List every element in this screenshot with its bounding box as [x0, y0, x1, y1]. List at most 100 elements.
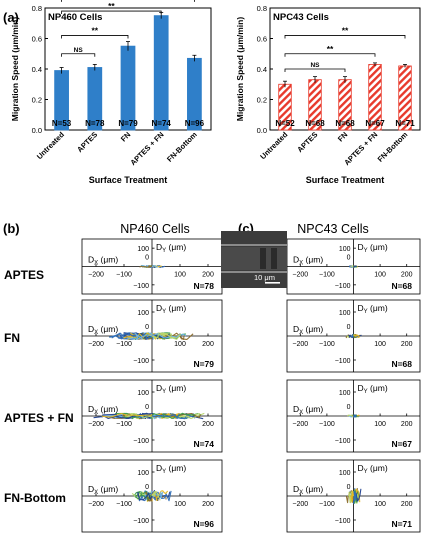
x-tick-label: −100	[319, 501, 335, 508]
y-tick-label: −100	[133, 438, 149, 445]
bar-chart-np460: 0.0 0.2 0.4 0.6 0.8 Migration Speed (μm/min) N…	[10, 0, 212, 185]
n-label: N=68	[391, 281, 412, 291]
n-label: N=78	[193, 281, 214, 291]
x-tick-label: −200	[88, 341, 104, 348]
row-label: APTES	[4, 268, 44, 282]
n-label: N=68	[335, 119, 355, 128]
significance-bracket	[284, 68, 346, 72]
x-tick-label: −100	[319, 341, 335, 348]
chart-title: NP460 Cells	[48, 12, 102, 23]
n-label: N=67	[365, 119, 385, 128]
x-tick-label: −200	[88, 501, 104, 508]
x-axis-label: Surface Treatment	[89, 175, 168, 185]
trajectory-line	[151, 491, 161, 501]
trajectory-line	[151, 265, 159, 268]
y-tick-label: −100	[335, 358, 351, 365]
n-label: N=96	[193, 519, 214, 529]
x-tick-label: −100	[116, 421, 132, 428]
trajectory-line	[352, 414, 357, 418]
bar	[153, 15, 169, 131]
significance-bracket	[61, 10, 162, 15]
y-tick-label: 100	[137, 390, 149, 397]
x-tick-label: −100	[116, 501, 132, 508]
x-tick-label: 100	[174, 272, 186, 279]
y-tick-label: 0	[145, 484, 149, 491]
n-label: N=68	[305, 119, 325, 128]
y-tick-label: −100	[335, 518, 351, 525]
trajectory-line	[139, 265, 153, 268]
y-tick-label: 100	[339, 310, 351, 317]
y-tick-label: 0.0	[32, 126, 42, 135]
trajectory-line	[151, 490, 169, 501]
trajectory-line	[347, 414, 354, 418]
significance-bracket	[61, 53, 96, 57]
n-label: N=71	[391, 519, 412, 529]
significance-label: NS	[310, 62, 320, 69]
y-tick-label: −100	[335, 283, 351, 290]
x-tick-label: FN	[119, 130, 132, 143]
trajectory-line	[352, 490, 357, 502]
n-label: N=96	[185, 119, 205, 128]
n-label: N=52	[275, 119, 295, 128]
trajectory-line	[101, 412, 153, 418]
x-tick-label: 200	[401, 272, 413, 279]
y-tick-label: −100	[133, 518, 149, 525]
n-label: N=67	[391, 439, 412, 449]
x-tick-label: 100	[374, 421, 386, 428]
n-label: N=53	[52, 119, 72, 128]
y-tick-label: −100	[133, 283, 149, 290]
chart-title: NPC43 Cells	[273, 12, 329, 23]
x-tick-label: −100	[319, 272, 335, 279]
y-tick-label: 0.6	[32, 35, 42, 44]
y-tick-label: 0	[347, 484, 351, 491]
trajectory-line	[353, 265, 357, 268]
y-tick-label: 0.8	[32, 4, 42, 13]
n-label: N=68	[391, 359, 412, 369]
y-tick-label: 0.4	[32, 65, 42, 74]
y-tick-label: −100	[335, 438, 351, 445]
x-tick-label: 200	[401, 341, 413, 348]
y-axis-label: Migration Speed (μm/min)	[10, 17, 20, 122]
x-tick-label: −200	[292, 501, 308, 508]
x-tick-label: 100	[174, 501, 186, 508]
x-tick-label: −100	[319, 421, 335, 428]
trajectory-line	[126, 332, 153, 340]
significance-bracket	[61, 35, 129, 39]
y-tick-label: 0	[145, 255, 149, 262]
x-tick-label: 200	[401, 421, 413, 428]
significance-label: **	[108, 1, 115, 11]
x-tick-label: −200	[88, 421, 104, 428]
y-tick-label: 0.0	[257, 126, 267, 135]
x-tick-label: 100	[174, 341, 186, 348]
significance-label: **	[91, 25, 98, 35]
x-tick-label: −200	[292, 272, 308, 279]
n-label: N=79	[118, 119, 138, 128]
trajectory-line	[109, 332, 153, 340]
microscopy-inset: 10 μm	[221, 231, 287, 288]
x-tick-label: −100	[116, 341, 132, 348]
x-tick-label: 200	[202, 501, 214, 508]
trajectory-line	[151, 413, 180, 419]
x-tick-label: FN	[336, 130, 349, 143]
significance-label: **	[342, 25, 349, 35]
bar-chart-npc43: 0.0 0.2 0.4 0.6 0.8 Migration Speed (μm/min) N…	[235, 4, 421, 185]
y-tick-label: 100	[137, 470, 149, 477]
significance-bracket	[284, 35, 406, 39]
trajectory-line	[151, 412, 195, 419]
x-axis-label: Surface Treatment	[306, 175, 385, 185]
y-tick-label: 0.8	[257, 4, 267, 13]
trajectory-line	[137, 492, 153, 501]
y-tick-label: 100	[137, 246, 149, 253]
row-label: APTES + FN	[4, 411, 74, 425]
inset-scale-label: 10 μm	[254, 273, 275, 282]
n-label: N=74	[193, 439, 214, 449]
y-tick-label: 100	[339, 390, 351, 397]
y-tick-label: 0	[145, 404, 149, 411]
